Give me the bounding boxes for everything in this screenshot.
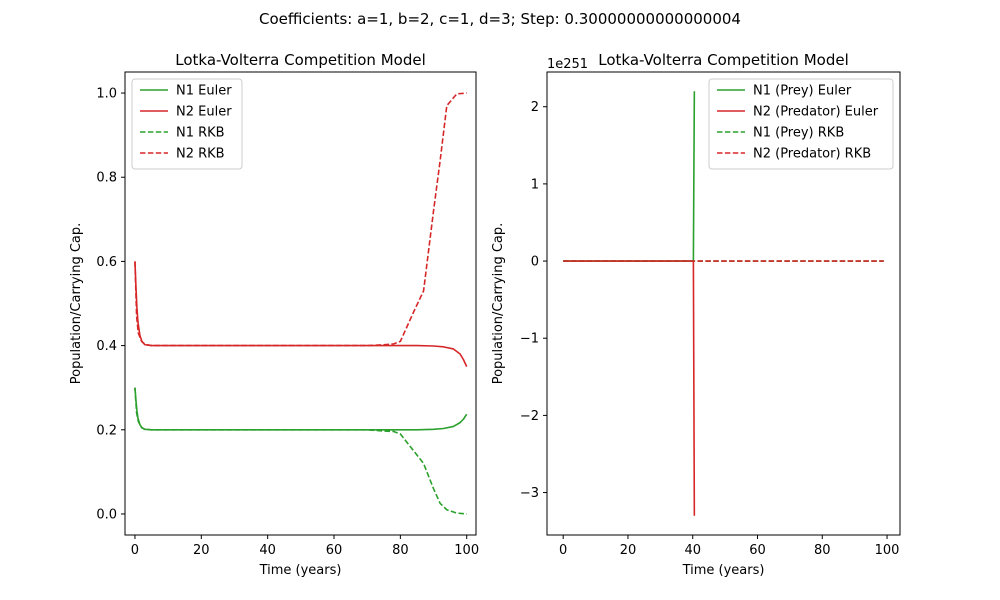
y-tick-label: −1 xyxy=(520,332,539,347)
legend-entry: N2 (Predator) Euler xyxy=(753,105,879,120)
y-tick-label: 1 xyxy=(531,177,539,192)
x-tick-label: 60 xyxy=(326,543,343,558)
plot-frame xyxy=(546,71,901,536)
x-tick-label: 20 xyxy=(620,543,637,558)
y-tick-label: 0.0 xyxy=(96,507,117,522)
series-line-n1-rkb xyxy=(134,387,467,515)
legend-box xyxy=(708,78,894,170)
x-tick-label: 100 xyxy=(875,543,900,558)
legend-box xyxy=(131,78,243,170)
plot-frame xyxy=(124,71,477,536)
legend-entry: N1 Euler xyxy=(176,84,232,99)
x-tick-label: 80 xyxy=(814,543,831,558)
chart-title: Lotka-Volterra Competition Model xyxy=(598,51,848,69)
axis-offset-label: 1e251 xyxy=(547,57,588,72)
y-tick-label: −2 xyxy=(520,409,539,424)
x-tick-label: 0 xyxy=(131,543,139,558)
x-tick-label: 40 xyxy=(684,543,701,558)
y-axis-label: Population/Carrying Cap. xyxy=(491,223,506,385)
x-tick-label: 80 xyxy=(392,543,409,558)
legend-entry: N2 (Predator) RKB xyxy=(753,147,871,162)
x-axis-label: Time (years) xyxy=(259,563,342,578)
legend-entry: N1 (Prey) RKB xyxy=(753,126,844,141)
legend-entry: N1 (Prey) Euler xyxy=(753,84,852,99)
y-axis-label: Population/Carrying Cap. xyxy=(69,223,84,385)
legend-entry: N1 RKB xyxy=(176,126,225,141)
y-tick-label: −3 xyxy=(520,486,539,501)
left-chart: Lotka-Volterra Competition Model 0 20 40 60 8… xyxy=(69,51,479,578)
legend: N1 (Prey) Euler N2 (Predator) Euler N1 (Pr… xyxy=(708,78,894,170)
x-tick-label: 40 xyxy=(259,543,276,558)
figure-suptitle: Coefficients: a=1, b=2, c=1, d=3; Step: … xyxy=(259,10,741,28)
y-tick-label: 0.4 xyxy=(96,339,117,354)
x-tick-label: 0 xyxy=(559,543,567,558)
chart-title: Lotka-Volterra Competition Model xyxy=(175,51,425,69)
x-tick-label: 20 xyxy=(193,543,210,558)
y-tick-label: 0.6 xyxy=(96,255,117,270)
legend: N1 Euler N2 Euler N1 RKB N2 RKB xyxy=(131,78,243,170)
x-tick-label: 60 xyxy=(749,543,766,558)
y-tick-label: 0.8 xyxy=(96,171,117,186)
legend-entry: N2 RKB xyxy=(176,147,225,162)
series-group xyxy=(563,91,884,516)
y-tick-label: 2 xyxy=(531,100,539,115)
series-line-n2-rkb xyxy=(134,92,467,347)
y-tick-label: 0.2 xyxy=(96,423,117,438)
y-tick-label: 1.0 xyxy=(96,87,117,102)
x-axis-label: Time (years) xyxy=(682,563,765,578)
x-tick-label: 100 xyxy=(454,543,479,558)
legend-entry: N2 Euler xyxy=(176,105,232,120)
series-group xyxy=(134,92,468,515)
y-tick-label: 0 xyxy=(531,255,539,270)
